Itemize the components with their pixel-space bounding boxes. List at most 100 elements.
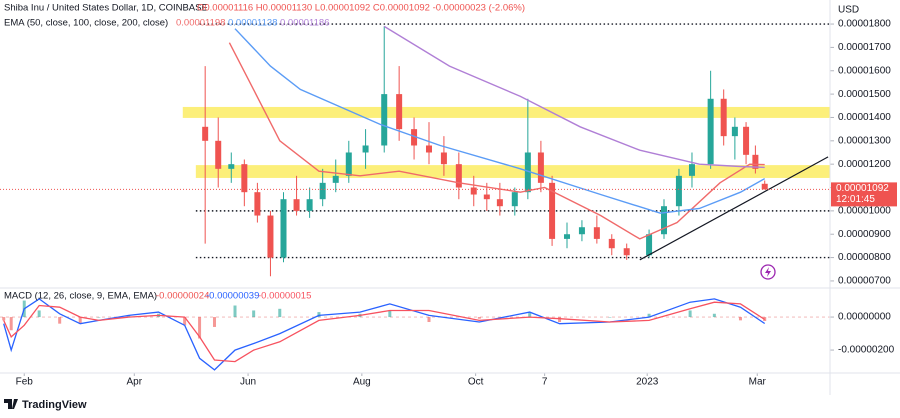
candle-body — [455, 164, 462, 188]
histogram-bar — [688, 310, 692, 318]
event-bolt[interactable] — [765, 267, 771, 277]
candle-body — [688, 164, 695, 176]
ema-legend: EMA (50, close, 100, close, 200, close) — [4, 18, 168, 29]
x-tick-label: Oct — [468, 377, 484, 388]
candle-body — [720, 98, 727, 137]
candle-body — [293, 199, 300, 211]
histogram-bar — [477, 317, 481, 319]
histogram-bar — [212, 317, 216, 327]
histogram-bar — [2, 317, 6, 321]
histogram-bar — [317, 312, 321, 318]
candle-body — [215, 140, 222, 169]
histogram-bar — [97, 317, 101, 318]
ema-line — [228, 42, 765, 240]
brand-name[interactable]: TradingView — [22, 399, 87, 411]
price-tag-countdown: 12:01:45 — [836, 194, 875, 205]
candle-body — [254, 192, 261, 216]
y-tick-label: 0.00001200 — [838, 159, 891, 170]
candle-body — [470, 187, 477, 195]
x-tick-label: Apr — [127, 377, 143, 388]
candle-body — [731, 126, 738, 137]
candle-body — [707, 98, 714, 165]
histogram-bar — [388, 310, 392, 318]
y-tick-label: 0.00001300 — [838, 135, 891, 146]
brand[interactable]: TradingView — [4, 399, 87, 411]
x-tick-label: 7 — [542, 377, 548, 388]
candle-body — [381, 94, 388, 146]
candle-body — [411, 129, 418, 146]
ema50-value: 0.00001198 — [176, 18, 226, 29]
macd-line — [3, 298, 766, 371]
candle-body — [511, 192, 518, 207]
candle-body — [537, 152, 544, 183]
x-tick-label: Feb — [16, 377, 34, 388]
price-tag-value: 0.00001092 — [836, 183, 889, 194]
candle-body — [743, 126, 750, 155]
y-tick-label: 0.00001000 — [838, 206, 891, 217]
y-tick-label: 0.00000700 — [838, 276, 891, 287]
candle-body — [440, 152, 447, 165]
candle-body — [267, 215, 274, 258]
histogram-bar — [233, 305, 237, 318]
trendline — [639, 156, 829, 261]
candle-body — [241, 164, 248, 193]
candle-body — [661, 206, 667, 235]
x-tick-label: Aug — [353, 377, 371, 388]
candle-body — [332, 175, 339, 183]
y-tick-label: 0.00000900 — [838, 229, 891, 240]
histogram-bar — [608, 317, 612, 318]
y-tick-label: 0.00001400 — [838, 112, 891, 123]
zone — [182, 106, 831, 118]
candle-body — [608, 238, 615, 249]
histogram-bar — [9, 317, 13, 331]
symbol-title: Shiba Inu / United States Dollar, 1D, CO… — [4, 3, 208, 14]
brand-logo[interactable] — [4, 399, 18, 409]
candle-body — [362, 145, 369, 153]
ema-line — [234, 28, 766, 214]
event-icon[interactable] — [760, 264, 776, 280]
histogram-bar — [278, 308, 282, 318]
ema100-value: 0.00001138 — [228, 18, 278, 29]
histogram-bar — [252, 310, 256, 318]
y-tick-label: 0.00001500 — [838, 89, 891, 100]
histogram-bar — [647, 313, 651, 318]
candle-body — [646, 234, 653, 256]
candle-body — [425, 145, 432, 153]
ema200-value: 0.00001186 — [280, 18, 330, 29]
candle-body — [319, 182, 326, 200]
candle-body — [202, 126, 209, 141]
event-circle[interactable] — [760, 264, 776, 280]
candle-body — [306, 199, 313, 211]
candle-body — [345, 152, 352, 176]
candle-body — [623, 248, 630, 256]
signal-value: -0.00000015 — [258, 291, 311, 302]
candle-body — [761, 183, 768, 190]
candle-body — [483, 194, 490, 200]
candle-body — [549, 182, 556, 239]
histogram-bar — [558, 317, 562, 323]
ema-line — [383, 25, 765, 169]
currency: USD — [838, 5, 859, 16]
histogram-bar — [528, 312, 532, 318]
histogram-bar — [127, 315, 131, 318]
candle-body — [752, 154, 759, 169]
x-tick-label: Mar — [749, 377, 767, 388]
histogram-bar — [198, 317, 202, 339]
histogram-bar — [712, 313, 716, 318]
ohlc-values: O0.00001116 H0.00001130 L0.00001092 C0.0… — [197, 3, 525, 14]
macd-hist-value: -0.00000024 — [156, 291, 209, 302]
macd-line — [3, 301, 766, 363]
y-tick-label: 0.00001800 — [838, 19, 891, 30]
y-tick-label: -0.00000200 — [838, 345, 895, 356]
x-tick-label: Jun — [240, 377, 256, 388]
x-tick-label: 2023 — [636, 377, 659, 388]
candle-body — [675, 175, 682, 207]
macd-value: -0.00000039 — [206, 291, 259, 302]
candle-body — [564, 234, 571, 239]
y-tick-label: 0.00000000 — [838, 312, 891, 323]
histogram-bar — [58, 317, 62, 324]
histogram-bar — [738, 317, 742, 321]
y-tick-label: 0.00000800 — [838, 252, 891, 263]
y-tick-label: 0.00001700 — [838, 42, 891, 53]
